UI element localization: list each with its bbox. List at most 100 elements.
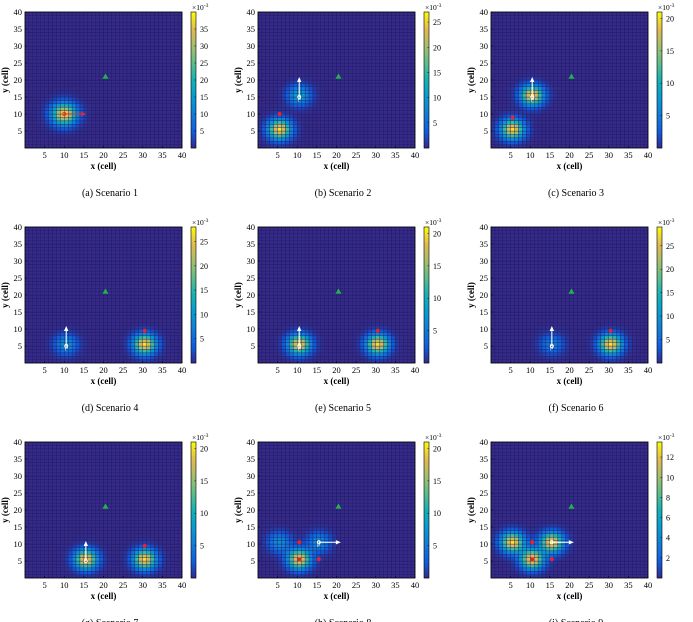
heatmap-cell (557, 124, 562, 128)
heatmap-cell (146, 100, 151, 105)
heatmap-cell (107, 22, 112, 26)
heatmap-cell (395, 18, 400, 23)
heatmap-cell (612, 59, 617, 64)
heatmap-cell (565, 62, 570, 67)
heatmap-cell (308, 141, 314, 145)
heatmap-cell (371, 103, 376, 108)
heatmap-cell (616, 124, 621, 128)
heatmap-cell (399, 76, 404, 81)
heatmap-cell (64, 25, 69, 30)
heatmap-cell (541, 96, 547, 101)
heatmap-cell (336, 134, 341, 139)
heatmap-cell (64, 134, 69, 139)
heatmap-cell (585, 96, 590, 101)
heatmap-cell (142, 100, 147, 105)
heatmap-cell (162, 103, 167, 108)
heatmap-cell (608, 56, 613, 60)
heatmap-cell (281, 79, 286, 84)
heatmap-cell (273, 32, 278, 37)
heatmap-cell (56, 124, 61, 128)
heatmap-cell (545, 107, 551, 111)
heatmap-cell (612, 69, 617, 74)
heatmap-cell (265, 127, 270, 132)
heatmap-cell (177, 35, 183, 40)
heatmap-cell (289, 39, 294, 43)
heatmap-cell (406, 110, 412, 115)
heatmap-cell (549, 90, 555, 94)
heatmap-cell (549, 45, 555, 50)
heatmap-cell (99, 42, 104, 47)
heatmap-cell (79, 22, 85, 26)
heatmap-cell (573, 56, 578, 60)
heatmap-cell (60, 32, 65, 37)
heatmap-cell (561, 69, 566, 74)
heatmap-cell (612, 66, 617, 71)
colorbar-segment (424, 120, 429, 124)
heatmap-cell (549, 141, 555, 145)
heatmap-cell (375, 83, 380, 88)
heatmap-cell (502, 141, 507, 145)
heatmap-cell (293, 73, 298, 77)
heatmap-cell (561, 127, 566, 132)
heatmap-cell (340, 56, 345, 60)
heatmap-cell (537, 32, 543, 37)
heatmap-cell (577, 62, 582, 67)
heatmap-cell (620, 11, 625, 16)
heatmap-cell (557, 11, 562, 16)
heatmap-cell (545, 11, 551, 16)
heatmap-cell (367, 79, 373, 84)
heatmap-cell (64, 79, 69, 84)
heatmap-cell (545, 52, 551, 57)
heatmap-cell (553, 107, 558, 111)
heatmap-cell (130, 113, 136, 118)
heatmap-cell (395, 35, 400, 40)
heatmap-cell (324, 66, 329, 71)
heatmap-cell (632, 42, 637, 47)
heatmap-cell (573, 59, 578, 64)
heatmap-cell (494, 25, 500, 30)
heatmap-cell (585, 86, 590, 91)
heatmap-cell (301, 52, 306, 57)
heatmap-cell (44, 110, 49, 115)
heatmap-cell (604, 35, 609, 40)
heatmap-cell (119, 76, 124, 81)
heatmap-cell (352, 83, 357, 88)
heatmap-cell (537, 76, 543, 81)
heatmap-cell (40, 90, 45, 94)
heatmap-cell (352, 42, 357, 47)
heatmap-cell (273, 100, 278, 105)
heatmap-cell (177, 49, 183, 54)
heatmap-cell (352, 144, 357, 149)
heatmap-cell (379, 130, 384, 135)
heatmap-cell (530, 137, 535, 142)
heatmap-cell (577, 134, 582, 139)
heatmap-cell (367, 144, 373, 149)
heatmap-cell (406, 76, 412, 81)
heatmap-cell (48, 39, 53, 43)
heatmap-cell (328, 62, 333, 67)
heatmap-cell (565, 25, 570, 30)
heatmap-cell (320, 49, 325, 54)
heatmap-cell (367, 96, 373, 101)
heatmap-cell (600, 56, 606, 60)
heatmap-cell (265, 86, 270, 91)
heatmap-cell (301, 90, 306, 94)
colorbar-segment (424, 64, 429, 67)
heatmap-cell (166, 59, 171, 64)
heatmap-cell (395, 113, 400, 118)
heatmap-cell (28, 100, 34, 105)
colorbar-segment (191, 107, 196, 110)
heatmap-cell (510, 66, 515, 71)
heatmap-cell (91, 93, 96, 98)
heatmap-cell (367, 22, 373, 26)
heatmap-cell (530, 32, 535, 37)
heatmap-cell (530, 22, 535, 26)
heatmap-cell (75, 86, 81, 91)
heatmap-cell (387, 127, 392, 132)
heatmap-cell (561, 18, 566, 23)
heatmap-cell (344, 103, 349, 108)
heatmap-cell (52, 73, 57, 77)
heatmap-cell (28, 107, 34, 111)
heatmap-cell (379, 86, 384, 91)
heatmap-cell (301, 130, 306, 135)
